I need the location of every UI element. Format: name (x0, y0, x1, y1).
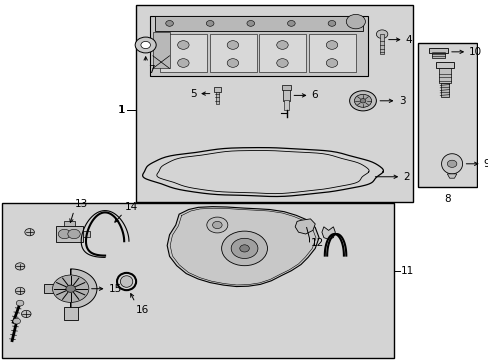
Circle shape (276, 41, 287, 49)
Bar (56, 226, 82, 242)
Circle shape (349, 91, 376, 111)
Text: 15: 15 (108, 284, 122, 294)
Circle shape (206, 217, 227, 233)
Bar (214, 87, 220, 92)
Text: 6: 6 (311, 90, 317, 100)
Text: 4: 4 (404, 35, 411, 45)
Bar (153, 32, 169, 68)
Bar (281, 85, 291, 90)
Polygon shape (441, 154, 462, 174)
Circle shape (227, 41, 238, 49)
Bar (155, 16, 362, 31)
Polygon shape (71, 269, 97, 309)
Text: 10: 10 (468, 47, 481, 57)
Circle shape (165, 21, 173, 26)
Bar (44, 284, 71, 293)
Bar (428, 48, 447, 53)
Text: 16: 16 (136, 305, 149, 315)
Circle shape (354, 94, 371, 107)
Text: 8: 8 (443, 194, 449, 204)
Polygon shape (167, 207, 318, 287)
Ellipse shape (120, 276, 133, 287)
Text: 14: 14 (125, 202, 138, 212)
Bar (440, 83, 448, 97)
Circle shape (68, 229, 80, 239)
Circle shape (177, 59, 189, 67)
Circle shape (66, 285, 75, 292)
Circle shape (325, 59, 337, 67)
Circle shape (221, 231, 267, 266)
Circle shape (287, 21, 295, 26)
Circle shape (246, 21, 254, 26)
Circle shape (212, 221, 222, 229)
Circle shape (276, 59, 287, 67)
Circle shape (227, 59, 238, 67)
Bar (63, 221, 75, 226)
Bar (435, 62, 452, 68)
Circle shape (327, 21, 335, 26)
Circle shape (25, 229, 34, 236)
Polygon shape (295, 219, 315, 234)
Text: 12: 12 (310, 238, 324, 248)
Text: 13: 13 (75, 199, 88, 209)
Bar (82, 231, 90, 237)
Text: 1: 1 (119, 105, 125, 115)
Bar (417, 43, 476, 187)
Circle shape (13, 318, 20, 324)
Text: 1: 1 (118, 105, 124, 115)
Circle shape (52, 275, 89, 302)
Circle shape (206, 21, 214, 26)
Bar (215, 92, 218, 104)
Text: 5: 5 (190, 89, 196, 99)
Circle shape (15, 287, 25, 294)
Bar (283, 86, 289, 101)
Circle shape (177, 41, 189, 49)
Bar (380, 34, 383, 54)
Bar (284, 100, 288, 110)
Circle shape (135, 37, 156, 53)
Circle shape (325, 41, 337, 49)
Bar (150, 16, 367, 76)
Circle shape (231, 238, 257, 258)
Polygon shape (447, 174, 456, 178)
Text: 7: 7 (148, 65, 154, 75)
Text: 3: 3 (398, 96, 405, 106)
Text: 2: 2 (403, 172, 409, 182)
Bar (431, 53, 444, 58)
Circle shape (21, 310, 31, 318)
Circle shape (376, 30, 387, 39)
Text: 11: 11 (400, 266, 414, 276)
Polygon shape (321, 227, 335, 239)
Bar (438, 68, 450, 83)
Bar (2, 203, 393, 358)
Text: 9: 9 (483, 159, 488, 169)
Circle shape (16, 300, 24, 306)
Bar (63, 307, 78, 320)
Circle shape (346, 14, 365, 29)
Bar (209, 34, 256, 72)
Circle shape (447, 160, 456, 167)
Bar (308, 34, 355, 72)
Bar (259, 34, 305, 72)
Circle shape (359, 99, 365, 103)
Circle shape (15, 263, 25, 270)
Bar (160, 34, 207, 72)
Circle shape (58, 229, 71, 239)
Circle shape (239, 245, 249, 252)
Circle shape (141, 41, 150, 49)
Bar (136, 5, 412, 202)
